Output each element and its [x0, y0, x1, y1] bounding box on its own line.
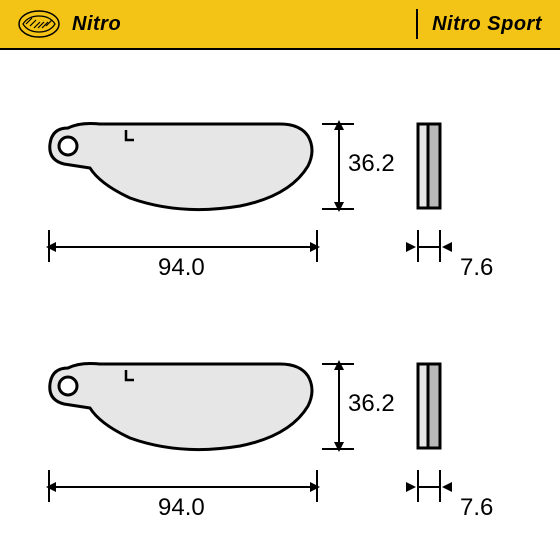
header-divider — [416, 9, 418, 39]
dim-line-height-1 — [338, 124, 340, 208]
dim-arrow — [406, 482, 416, 492]
dim-height-1: 36.2 — [348, 150, 395, 178]
dim-width-2: 94.0 — [158, 494, 205, 522]
brake-pad-1 — [40, 110, 320, 220]
dim-arrow — [334, 360, 344, 370]
dim-arrow — [310, 482, 320, 492]
dim-tick — [417, 470, 419, 502]
pad-group-1: 36.2 94.0 7.6 — [40, 70, 520, 290]
side-profile-2 — [410, 350, 450, 460]
dim-line-width-1 — [50, 246, 316, 248]
dim-arrow — [442, 482, 452, 492]
dim-tick — [322, 123, 354, 125]
brake-pad-2 — [40, 350, 320, 460]
header-right: Nitro Sport — [416, 9, 542, 39]
dim-arrow — [334, 120, 344, 130]
brand-logo-icon — [18, 10, 60, 38]
dim-tick — [48, 470, 50, 502]
dim-line-thick-2 — [418, 486, 440, 488]
dim-tick — [439, 230, 441, 262]
dim-tick — [316, 230, 318, 262]
dim-tick — [322, 208, 354, 210]
dim-thick-2: 7.6 — [460, 494, 493, 522]
brand-name-right: Nitro Sport — [432, 13, 542, 36]
dim-arrow — [406, 242, 416, 252]
dim-line-thick-1 — [418, 246, 440, 248]
dim-arrow — [334, 202, 344, 212]
dim-width-1: 94.0 — [158, 254, 205, 282]
dim-tick — [322, 363, 354, 365]
dim-tick — [439, 470, 441, 502]
dim-tick — [316, 470, 318, 502]
header-bar: Nitro Nitro Sport — [0, 0, 560, 50]
dim-line-width-2 — [50, 486, 316, 488]
dim-arrow — [334, 442, 344, 452]
dim-tick — [48, 230, 50, 262]
dim-tick — [417, 230, 419, 262]
dim-arrow — [442, 242, 452, 252]
pad-group-2: 36.2 94.0 7.6 — [40, 310, 520, 530]
side-profile-1 — [410, 110, 450, 220]
header-left: Nitro — [18, 10, 121, 38]
dim-height-2: 36.2 — [348, 390, 395, 418]
dim-arrow — [310, 242, 320, 252]
brand-name-left: Nitro — [72, 13, 121, 36]
diagram-area: 36.2 94.0 7.6 36.2 — [0, 50, 560, 560]
dim-line-height-2 — [338, 364, 340, 448]
dim-thick-1: 7.6 — [460, 254, 493, 282]
dim-tick — [322, 448, 354, 450]
